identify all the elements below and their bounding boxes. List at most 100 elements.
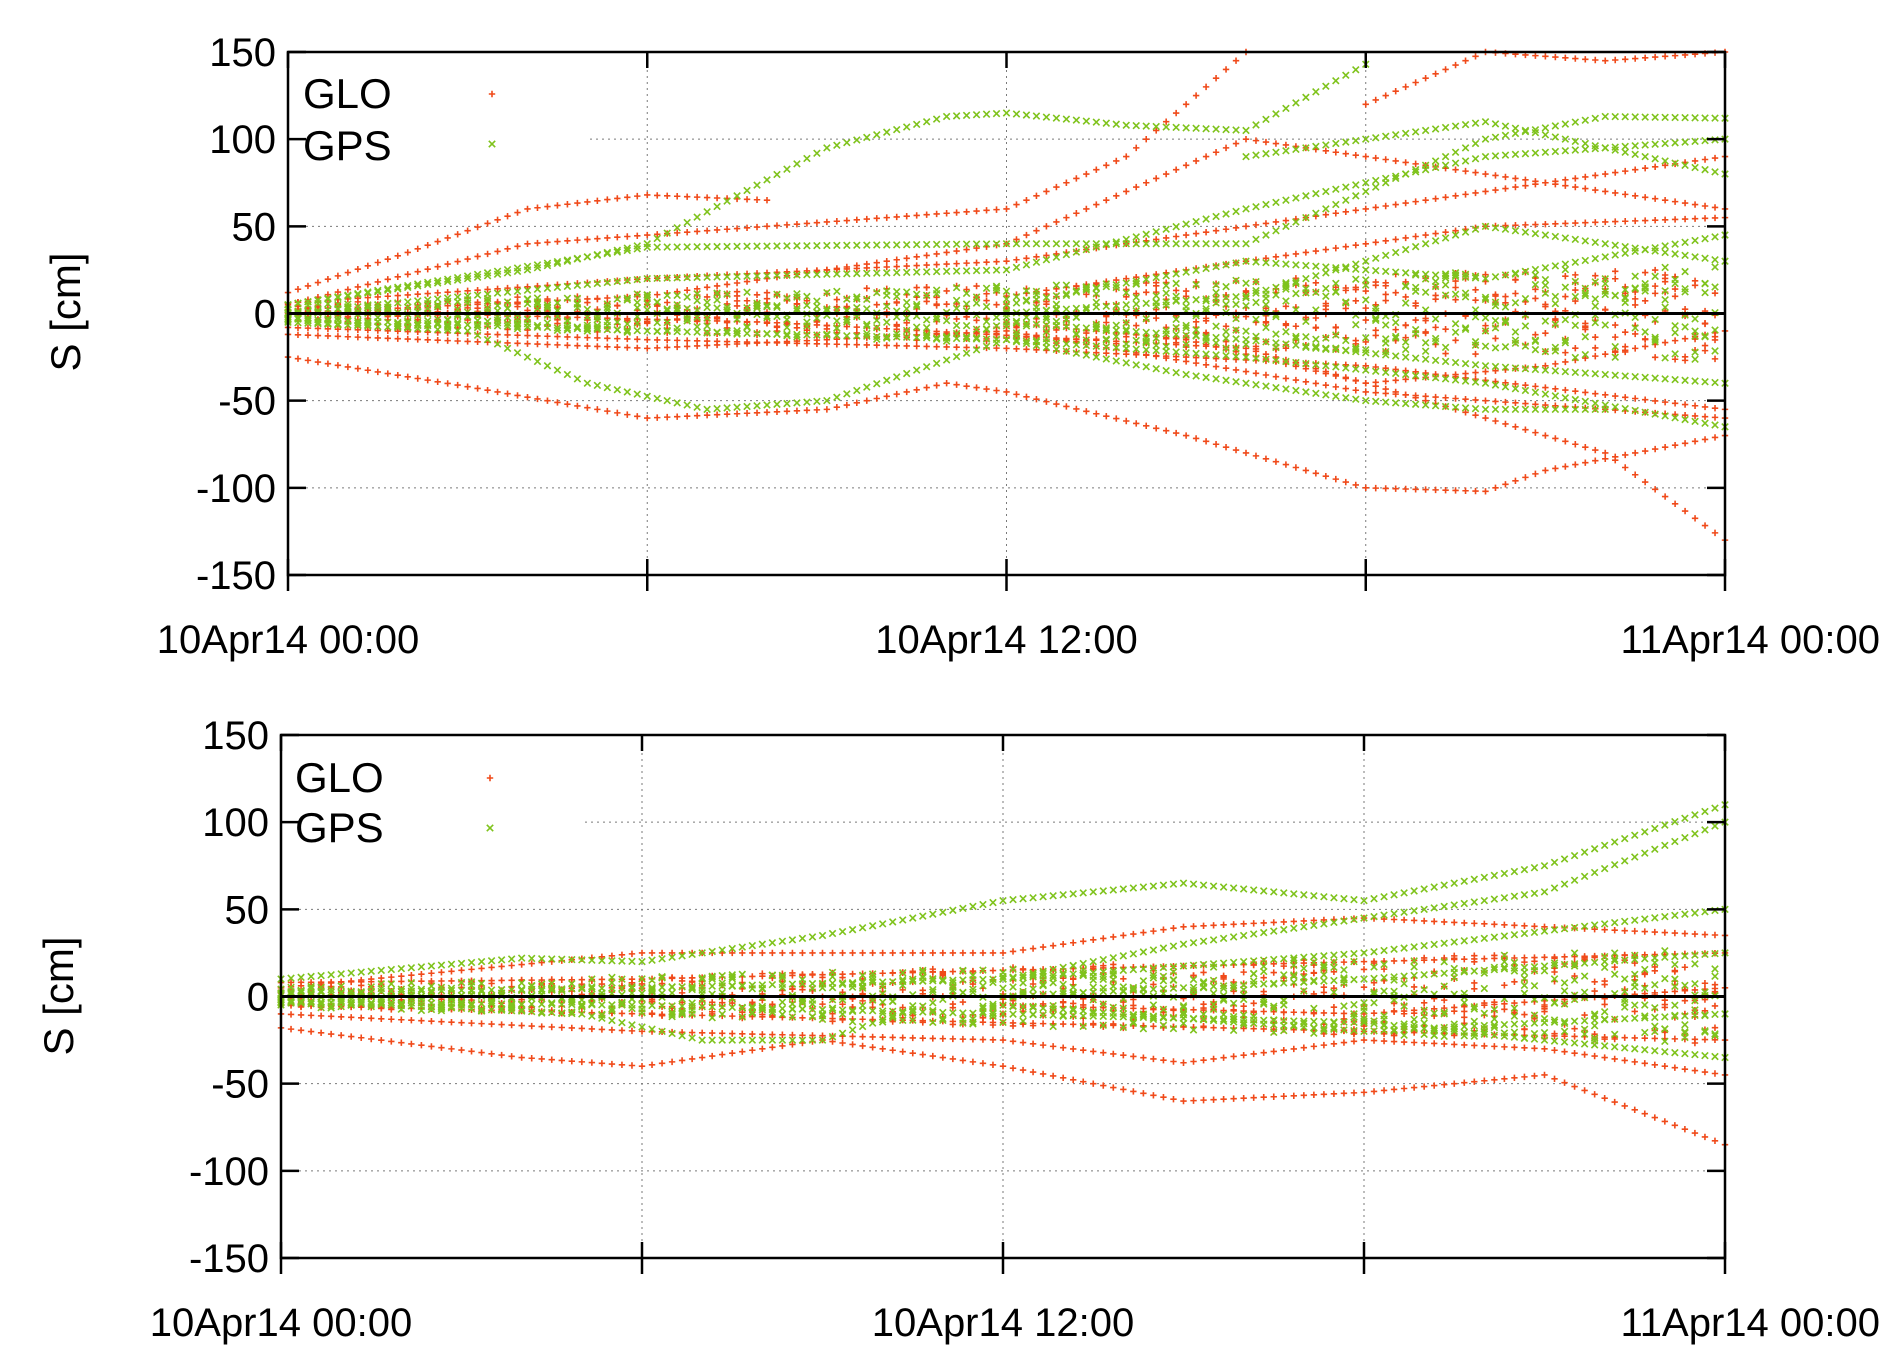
bottom-point-glo xyxy=(919,1019,926,1026)
top-point-gps xyxy=(1332,331,1340,339)
top-point-glo xyxy=(683,228,691,236)
top-point-glo xyxy=(1602,391,1609,399)
top-point-gps xyxy=(1541,366,1550,374)
top-point-gps xyxy=(1641,287,1649,295)
top-point-glo xyxy=(1532,181,1539,188)
top-point-glo xyxy=(1522,400,1529,407)
top-point-gps xyxy=(773,330,781,339)
top-point-gps xyxy=(803,154,811,163)
top-point-glo xyxy=(534,239,541,247)
top-point-gps xyxy=(1671,413,1679,422)
top-point-glo xyxy=(614,409,621,417)
top-point-glo xyxy=(1133,144,1140,152)
top-point-gps xyxy=(1671,159,1679,167)
top-point-glo xyxy=(1242,135,1250,143)
bottom-point-glo xyxy=(1631,1034,1638,1042)
top-point-gps xyxy=(1391,268,1400,276)
top-point-gps xyxy=(902,314,911,322)
top-point-glo xyxy=(424,376,431,384)
bottom-point-glo xyxy=(919,1051,926,1058)
top-point-glo xyxy=(1432,486,1439,494)
top-point-gps xyxy=(1352,275,1360,284)
top-point-glo xyxy=(1592,457,1599,464)
bottom-point-glo xyxy=(1090,1080,1097,1087)
top-point-gps xyxy=(853,303,861,312)
top-point-gps xyxy=(1072,286,1081,295)
top-point-gps xyxy=(733,403,741,411)
bottom-point-glo xyxy=(969,1036,977,1043)
top-point-gps xyxy=(1641,279,1649,288)
top-point-gps xyxy=(1272,226,1280,235)
top-point-glo xyxy=(1641,194,1649,201)
bottom-point-glo xyxy=(779,1042,786,1050)
bottom-point-glo xyxy=(879,949,886,957)
top-point-gps xyxy=(1371,314,1380,323)
bottom-point-glo xyxy=(1240,968,1247,976)
bottom-point-glo xyxy=(347,1033,355,1040)
bottom-point-glo xyxy=(1501,1043,1508,1051)
top-point-gps xyxy=(892,373,901,381)
top-point-glo xyxy=(923,327,930,335)
top-point-glo xyxy=(1512,183,1519,191)
top-point-glo xyxy=(1063,336,1070,343)
top-point-gps xyxy=(1361,366,1370,374)
top-point-gps xyxy=(1242,353,1250,361)
top-point-glo xyxy=(673,229,681,237)
top-point-glo xyxy=(903,319,910,326)
top-point-glo xyxy=(1093,410,1100,417)
top-point-gps xyxy=(1222,376,1230,385)
top-point-gps xyxy=(1591,295,1600,303)
top-point-gps xyxy=(1112,240,1121,248)
bottom-point-glo xyxy=(729,1030,736,1037)
top-point-glo xyxy=(783,338,791,345)
top-point-glo xyxy=(454,258,461,265)
top-point-glo xyxy=(873,395,880,402)
top-point-glo xyxy=(1123,275,1130,282)
top-point-glo xyxy=(1622,167,1629,175)
bottom-point-glo xyxy=(1651,1035,1659,1042)
top-point-gps xyxy=(942,316,951,325)
bottom-point-glo xyxy=(1160,1057,1167,1064)
top-point-gps xyxy=(1182,302,1190,311)
top-point-gps xyxy=(1292,194,1300,202)
top-point-glo xyxy=(1582,443,1589,451)
top-point-glo xyxy=(1332,371,1340,378)
top-point-gps xyxy=(1611,241,1619,249)
top-point-glo xyxy=(344,269,352,276)
top-point-glo xyxy=(1372,484,1379,492)
top-point-gps xyxy=(703,405,711,414)
bottom-point-glo xyxy=(969,1058,977,1066)
top-point-glo xyxy=(1382,237,1389,245)
top-point-gps xyxy=(863,241,871,249)
top-point-glo xyxy=(873,215,880,222)
top-point-glo xyxy=(1322,473,1330,480)
top-point-glo xyxy=(1671,356,1679,363)
top-point-glo xyxy=(654,302,661,310)
top-point-glo xyxy=(1133,183,1140,191)
top-point-gps xyxy=(733,330,741,338)
bottom-point-glo xyxy=(1190,1097,1197,1104)
top-point-glo xyxy=(953,315,960,323)
top-point-gps xyxy=(613,325,622,334)
top-point-glo xyxy=(1512,222,1519,229)
bottom-point-glo xyxy=(1340,1090,1348,1097)
bottom-point-glo xyxy=(1200,1023,1207,1030)
top-point-glo xyxy=(733,302,741,310)
top-point-glo xyxy=(1641,478,1649,486)
top-point-gps xyxy=(1332,279,1340,288)
top-point-glo xyxy=(564,237,571,245)
top-point-glo xyxy=(1392,88,1399,95)
bottom-point-glo xyxy=(749,1030,756,1038)
bottom-point-glo xyxy=(708,999,716,1006)
top-point-gps xyxy=(1232,352,1240,361)
top-point-glo xyxy=(1462,57,1469,64)
top-point-glo xyxy=(1282,303,1290,310)
top-point-gps xyxy=(1232,314,1240,323)
top-point-gps xyxy=(803,270,811,279)
bottom-point-glo xyxy=(859,949,866,957)
top-point-gps xyxy=(1202,334,1210,342)
top-point-glo xyxy=(1172,429,1180,437)
top-point-gps xyxy=(314,315,322,324)
top-point-gps xyxy=(1212,212,1220,221)
top-point-glo xyxy=(1701,215,1709,222)
